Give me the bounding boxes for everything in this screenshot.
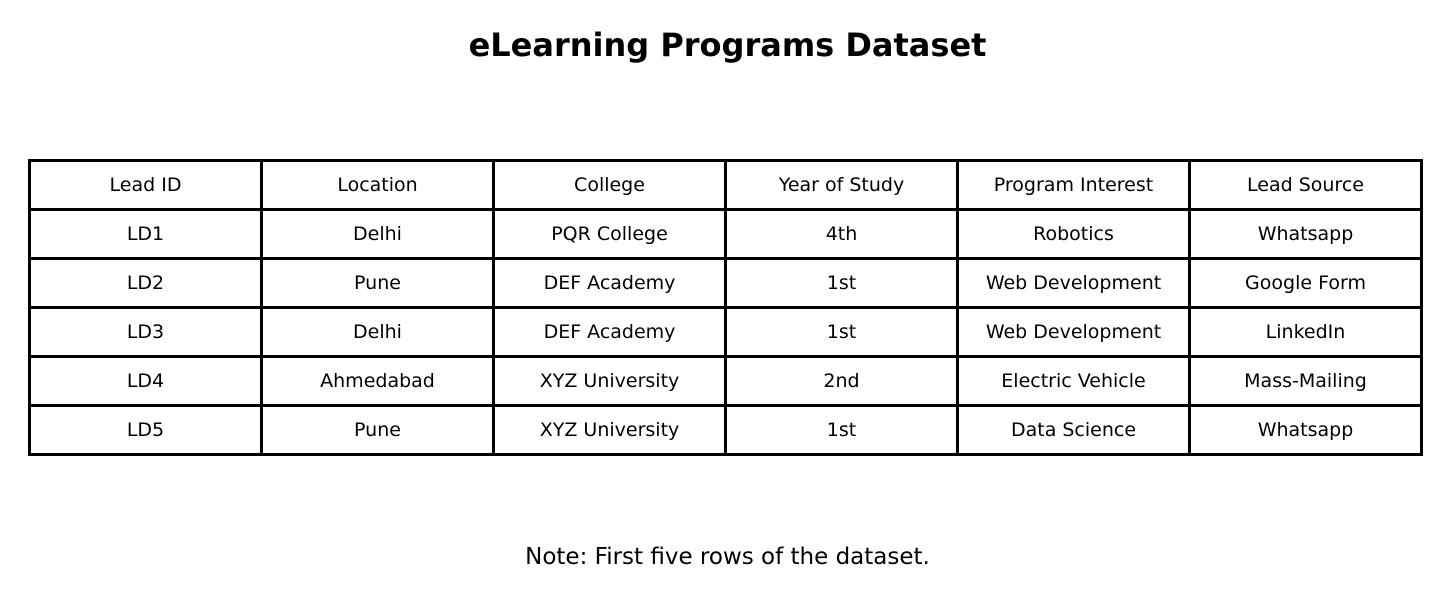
table-cell: LD3: [28, 306, 263, 358]
table-cell: LinkedIn: [1188, 306, 1423, 358]
table-row: LD3 Delhi DEF Academy 1st Web Developmen…: [28, 306, 1423, 358]
table-cell: Electric Vehicle: [956, 355, 1191, 407]
table-cell: XYZ University: [492, 355, 727, 407]
table-cell: Ahmedabad: [260, 355, 495, 407]
table-cell: 1st: [724, 257, 959, 309]
column-header-year-of-study: Year of Study: [724, 159, 959, 211]
table-cell: Whatsapp: [1188, 208, 1423, 260]
table-cell: LD1: [28, 208, 263, 260]
table-cell: 1st: [724, 306, 959, 358]
table-cell: Web Development: [956, 257, 1191, 309]
table-note: Note: First five rows of the dataset.: [525, 544, 930, 570]
column-header-program-interest: Program Interest: [956, 159, 1191, 211]
table-cell: LD4: [28, 355, 263, 407]
chart-title: eLearning Programs Dataset: [468, 26, 987, 64]
column-header-location: Location: [260, 159, 495, 211]
table-cell: Delhi: [260, 306, 495, 358]
table-cell: 4th: [724, 208, 959, 260]
table-cell: XYZ University: [492, 404, 727, 456]
column-header-lead-id: Lead ID: [28, 159, 263, 211]
column-header-lead-source: Lead Source: [1188, 159, 1423, 211]
table-cell: DEF Academy: [492, 257, 727, 309]
table-cell: Robotics: [956, 208, 1191, 260]
table-cell: Google Form: [1188, 257, 1423, 309]
column-header-college: College: [492, 159, 727, 211]
data-table-container: Lead ID Location College Year of Study P…: [28, 159, 1423, 456]
table-cell: Whatsapp: [1188, 404, 1423, 456]
table-cell: Delhi: [260, 208, 495, 260]
table-cell: Data Science: [956, 404, 1191, 456]
table-cell: LD5: [28, 404, 263, 456]
table-cell: 1st: [724, 404, 959, 456]
table-cell: Pune: [260, 257, 495, 309]
table-row: LD4 Ahmedabad XYZ University 2nd Electri…: [28, 355, 1423, 407]
table-cell: DEF Academy: [492, 306, 727, 358]
table-cell: Mass-Mailing: [1188, 355, 1423, 407]
table-cell: Web Development: [956, 306, 1191, 358]
table-row: LD1 Delhi PQR College 4th Robotics Whats…: [28, 208, 1423, 260]
table-row: LD2 Pune DEF Academy 1st Web Development…: [28, 257, 1423, 309]
table-cell: PQR College: [492, 208, 727, 260]
data-table: Lead ID Location College Year of Study P…: [28, 159, 1423, 456]
table-cell: Pune: [260, 404, 495, 456]
table-row: LD5 Pune XYZ University 1st Data Science…: [28, 404, 1423, 456]
table-cell: 2nd: [724, 355, 959, 407]
table-header-row: Lead ID Location College Year of Study P…: [28, 159, 1423, 211]
table-cell: LD2: [28, 257, 263, 309]
